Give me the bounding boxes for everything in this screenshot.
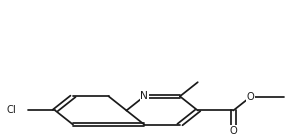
Text: N: N bbox=[140, 91, 148, 101]
Text: Cl: Cl bbox=[7, 105, 16, 116]
Text: O: O bbox=[247, 92, 254, 102]
Text: O: O bbox=[229, 126, 237, 136]
